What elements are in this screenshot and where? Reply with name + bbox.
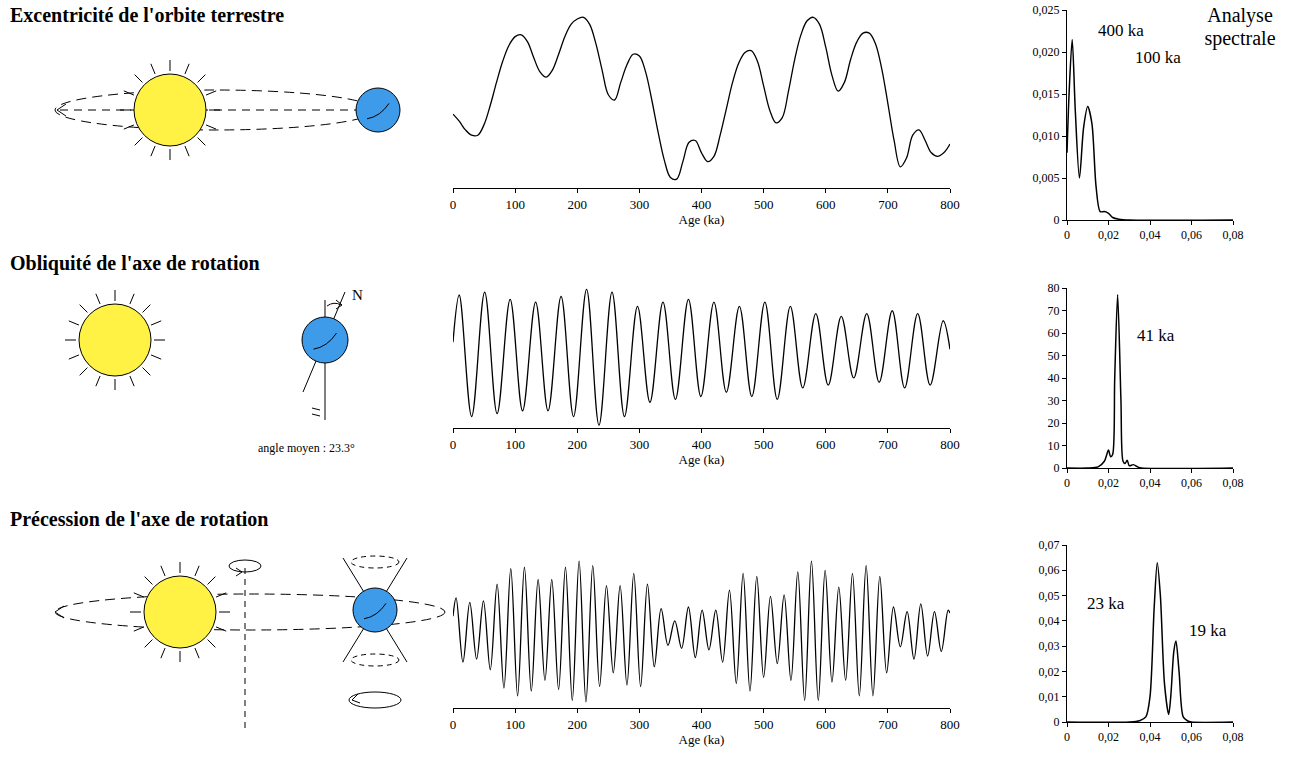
svg-text:80: 80: [1048, 281, 1060, 295]
html-text:Excentricité de l'orbite terre: Excentricité de l'orbite terrestre: [10, 4, 285, 26]
svg-text:10: 10: [1048, 439, 1060, 453]
svg-text:70: 70: [1048, 304, 1060, 318]
svg-text:41 ka: 41 ka: [1137, 326, 1175, 345]
svg-text:500: 500: [754, 717, 774, 732]
svg-text:0,02: 0,02: [1098, 228, 1119, 242]
svg-text:600: 600: [816, 717, 836, 732]
svg-text:0,005: 0,005: [1033, 171, 1060, 185]
svg-text:0,01: 0,01: [1039, 690, 1060, 704]
svg-text:40: 40: [1048, 371, 1060, 385]
svg-text:0: 0: [450, 717, 457, 732]
svg-text:0,02: 0,02: [1098, 730, 1119, 744]
svg-text:100: 100: [505, 437, 525, 452]
html-text:Obliquité de l'axe de rotation: Obliquité de l'axe de rotation: [10, 252, 260, 274]
svg-text:0,05: 0,05: [1039, 589, 1060, 603]
svg-text:600: 600: [816, 437, 836, 452]
svg-text:30: 30: [1048, 394, 1060, 408]
svg-text:20: 20: [1048, 416, 1060, 430]
svg-text:700: 700: [878, 437, 898, 452]
svg-text:Age (ka): Age (ka): [679, 212, 725, 227]
svg-text:0,010: 0,010: [1033, 129, 1060, 143]
svg-text:Age (ka): Age (ka): [679, 452, 725, 467]
svg-text:300: 300: [630, 717, 650, 732]
svg-text:23 ka: 23 ka: [1087, 594, 1125, 613]
svg-text:800: 800: [940, 437, 960, 452]
svg-text:400 ka: 400 ka: [1098, 21, 1144, 40]
svg-text:0: 0: [450, 437, 457, 452]
svg-text:0,06: 0,06: [1181, 476, 1202, 490]
svg-text:800: 800: [940, 197, 960, 212]
svg-text:angle moyen : 23.3°: angle moyen : 23.3°: [258, 441, 355, 455]
svg-text:100: 100: [505, 197, 525, 212]
svg-text:0,07: 0,07: [1039, 538, 1060, 552]
svg-text:0,04: 0,04: [1140, 730, 1161, 744]
svg-text:0,06: 0,06: [1039, 563, 1060, 577]
svg-text:0,06: 0,06: [1181, 730, 1202, 744]
html-text:Précession de l'axe de rotatio: Précession de l'axe de rotation: [10, 508, 269, 530]
html-text:Analyse spectrale: Analyse spectrale: [1204, 4, 1276, 49]
svg-text:400: 400: [692, 197, 712, 212]
svg-text:0,08: 0,08: [1223, 476, 1244, 490]
svg-text:700: 700: [878, 717, 898, 732]
svg-text:19 ka: 19 ka: [1189, 621, 1227, 640]
svg-text:0,04: 0,04: [1140, 228, 1161, 242]
svg-text:100: 100: [505, 717, 525, 732]
svg-text:0,03: 0,03: [1039, 639, 1060, 653]
svg-text:0: 0: [1064, 730, 1070, 744]
svg-text:0,06: 0,06: [1181, 228, 1202, 242]
svg-text:0,02: 0,02: [1039, 665, 1060, 679]
svg-text:100 ka: 100 ka: [1135, 48, 1181, 67]
svg-text:200: 200: [568, 197, 588, 212]
svg-text:400: 400: [692, 437, 712, 452]
svg-text:300: 300: [630, 197, 650, 212]
svg-text:60: 60: [1048, 326, 1060, 340]
svg-text:0: 0: [1054, 213, 1060, 227]
svg-text:0,025: 0,025: [1033, 3, 1060, 17]
svg-text:50: 50: [1048, 349, 1060, 363]
svg-text:N: N: [352, 287, 363, 303]
svg-text:0: 0: [1064, 476, 1070, 490]
svg-text:0,015: 0,015: [1033, 87, 1060, 101]
svg-text:500: 500: [754, 437, 774, 452]
svg-text:0,08: 0,08: [1223, 228, 1244, 242]
svg-text:0,08: 0,08: [1223, 730, 1244, 744]
svg-text:0: 0: [1054, 715, 1060, 729]
svg-text:0,02: 0,02: [1098, 476, 1119, 490]
svg-text:0,04: 0,04: [1039, 614, 1060, 628]
svg-text:800: 800: [940, 717, 960, 732]
svg-text:0: 0: [450, 197, 457, 212]
svg-text:200: 200: [568, 437, 588, 452]
svg-text:0,04: 0,04: [1140, 476, 1161, 490]
svg-text:0: 0: [1054, 461, 1060, 475]
svg-text:0,020: 0,020: [1033, 45, 1060, 59]
svg-text:Age (ka): Age (ka): [679, 732, 725, 747]
svg-text:0: 0: [1064, 228, 1070, 242]
svg-text:200: 200: [568, 717, 588, 732]
svg-text:400: 400: [692, 717, 712, 732]
svg-text:700: 700: [878, 197, 898, 212]
svg-text:500: 500: [754, 197, 774, 212]
svg-text:600: 600: [816, 197, 836, 212]
svg-text:300: 300: [630, 437, 650, 452]
